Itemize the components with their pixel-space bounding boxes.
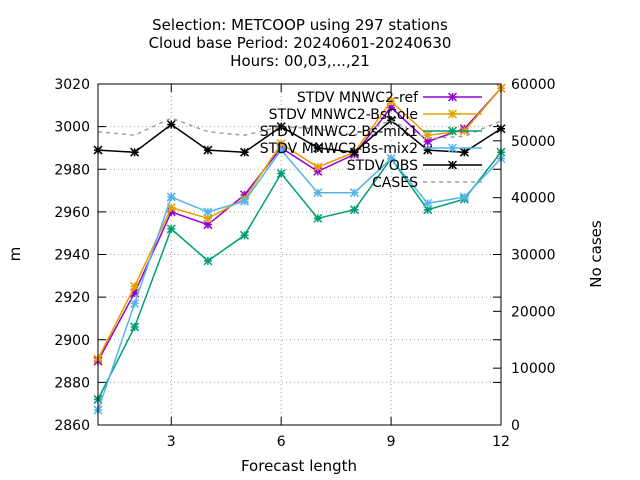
y-tick-label: 2920 — [54, 290, 90, 306]
legend-marker-stdv-obs — [447, 160, 458, 170]
legend-label-stdv-mnwc2-bscole: STDV MNWC2-BsCole — [269, 107, 418, 123]
data-point-stdv-obs — [423, 145, 433, 155]
y2-tick-label: 10000 — [511, 361, 556, 377]
x-axis-label: Forecast length — [241, 457, 357, 475]
data-point-stdv-mnwc2-ref — [130, 288, 140, 298]
series-line-stdv-mnwc2-bscole — [97, 87, 502, 360]
y-tick-label: 2980 — [54, 162, 90, 178]
data-point-stdv-mnwc2-bscole — [313, 162, 323, 172]
plot-frame — [97, 83, 502, 426]
series-lines — [93, 83, 506, 415]
data-point-stdv-mnwc2-bs-mix2 — [459, 192, 469, 202]
y-tick-label: 2960 — [54, 205, 90, 221]
y-tick-label: 3020 — [54, 77, 90, 93]
legend-marker-stdv-mnwc2-bscole — [447, 109, 458, 119]
x-tick-label: 3 — [167, 434, 176, 450]
data-point-stdv-mnwc2-ref — [240, 190, 250, 200]
chart-title-line-3: Hours: 00,03,...,21 — [230, 52, 370, 70]
data-point-stdv-mnwc2-ref — [203, 220, 213, 230]
x-tick-label: 12 — [492, 434, 510, 450]
data-point-stdv-mnwc2-bs-mix2 — [240, 196, 250, 206]
data-point-stdv-mnwc2-bs-mix2 — [130, 298, 140, 309]
data-point-stdv-obs — [459, 147, 469, 157]
series-line-stdv-mnwc2-bs-mix2 — [97, 148, 502, 411]
legend-marker-stdv-mnwc2-ref — [447, 92, 458, 102]
legend-label-stdv-mnwc2-bs-mix2: STDV MNWC2-Bs-mix2 — [260, 141, 418, 157]
data-point-stdv-mnwc2-bscole — [130, 281, 140, 291]
legend-marker-stdv-mnwc2-bs-mix1 — [447, 126, 458, 136]
data-point-stdv-mnwc2-bs-mix2 — [203, 207, 213, 217]
y2-tick-label: 50000 — [511, 134, 556, 150]
data-point-stdv-mnwc2-ref — [313, 166, 323, 176]
data-point-stdv-mnwc2-bs-mix1 — [349, 205, 359, 215]
y-tick-label: 3000 — [54, 120, 90, 136]
data-point-stdv-mnwc2-bscole — [386, 96, 396, 106]
chart-title-line-1: Selection: METCOOP using 297 stations — [152, 16, 448, 34]
y2-axis-label: No cases — [587, 220, 605, 288]
y2-tick-label: 60000 — [511, 77, 556, 93]
legend-label-stdv-mnwc2-bs-mix1: STDV MNWC2-Bs-mix1 — [260, 124, 418, 140]
y2-tick-label: 0 — [511, 418, 520, 434]
data-point-stdv-mnwc2-bs-mix1 — [423, 205, 433, 215]
data-point-stdv-mnwc2-bs-mix1 — [240, 230, 250, 240]
y-tick-label: 2900 — [54, 333, 90, 349]
x-tick-label: 9 — [387, 434, 396, 450]
legend-label-cases: CASES — [372, 175, 418, 191]
data-point-stdv-mnwc2-bscole — [203, 213, 213, 223]
axis-ticks: 2860 2880 2900 2920 2940 2960 2980 3000 3020 0 100… — [54, 77, 555, 450]
data-point-stdv-obs — [349, 147, 359, 157]
y-axis-label: m — [6, 247, 24, 262]
data-point-stdv-mnwc2-bscole — [276, 139, 286, 149]
data-point-stdv-mnwc2-bs-mix2 — [423, 198, 433, 208]
data-point-stdv-mnwc2-bs-mix2 — [349, 188, 359, 198]
y-tick-label: 2940 — [54, 248, 90, 264]
y2-tick-label: 30000 — [511, 248, 556, 264]
y2-tick-label: 40000 — [511, 191, 556, 207]
data-point-stdv-obs — [240, 147, 250, 157]
data-point-stdv-obs — [276, 122, 286, 132]
legend-label-stdv-mnwc2-ref: STDV MNWC2-ref — [297, 90, 419, 106]
y-tick-label: 2880 — [54, 375, 90, 391]
y2-tick-label: 20000 — [511, 304, 556, 320]
data-point-stdv-mnwc2-bscole — [423, 130, 433, 140]
data-point-stdv-obs — [166, 119, 176, 130]
y-tick-label: 2860 — [54, 418, 90, 434]
series-line-stdv-mnwc2-bs-mix1 — [97, 151, 502, 400]
data-point-stdv-mnwc2-bs-mix1 — [203, 256, 213, 266]
data-point-stdv-obs — [130, 147, 140, 157]
series-line-stdv-mnwc2-ref — [97, 87, 502, 362]
data-point-stdv-mnwc2-bs-mix2 — [386, 154, 396, 164]
data-point-stdv-obs — [203, 145, 213, 155]
data-point-stdv-mnwc2-bs-mix1 — [166, 224, 176, 234]
data-point-stdv-mnwc2-bs-mix1 — [313, 213, 323, 223]
data-point-stdv-mnwc2-bs-mix2 — [313, 188, 323, 198]
data-point-stdv-mnwc2-bscole — [166, 203, 176, 213]
data-point-stdv-mnwc2-ref — [166, 207, 176, 217]
data-point-stdv-obs — [313, 143, 323, 153]
x-tick-label: 6 — [277, 434, 286, 450]
data-point-stdv-mnwc2-ref — [423, 137, 433, 147]
legend-label-stdv-obs: STDV OBS — [347, 158, 418, 174]
data-point-stdv-mnwc2-bs-mix2 — [166, 192, 176, 202]
data-point-stdv-mnwc2-bs-mix1 — [276, 168, 286, 179]
chart-title-line-2: Cloud base Period: 20240601-20240630 — [149, 34, 452, 52]
data-point-stdv-mnwc2-bs-mix2 — [276, 145, 286, 155]
series-line-stdv-obs — [97, 119, 502, 153]
series-line-cases — [97, 117, 502, 140]
data-point-stdv-mnwc2-bs-mix1 — [130, 322, 140, 332]
data-point-stdv-mnwc2-ref — [386, 102, 396, 112]
legend-marker-stdv-mnwc2-bs-mix2 — [447, 143, 458, 153]
